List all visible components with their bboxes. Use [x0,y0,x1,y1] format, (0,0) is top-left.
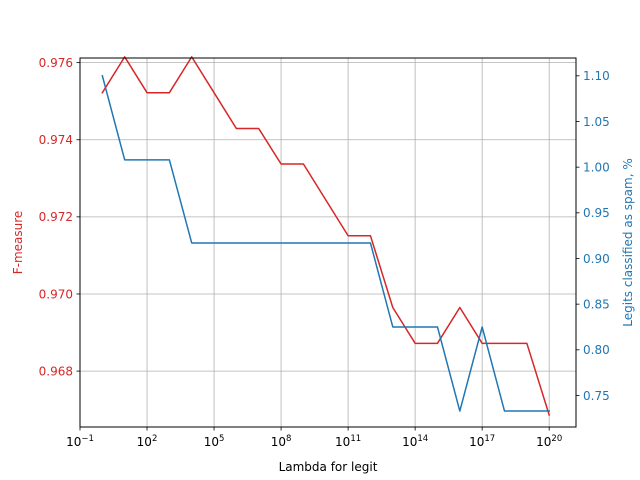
plot-frame [79,57,577,428]
x-tick-label: 108 [271,434,292,449]
x-tick-label: 1020 [536,434,562,449]
x-tick-base: 10 [335,435,350,449]
x-tick-exponent: 17 [484,434,495,444]
right-y-tick-label: 0.95 [583,206,610,220]
x-tick-label: 1014 [402,434,428,449]
x-tick-label: 1011 [335,434,361,449]
x-tick-label: 1017 [469,434,495,449]
left-y-tick-label: 0.976 [39,56,73,70]
x-tick-label: 102 [137,434,158,449]
x-tick-base: 10 [536,435,551,449]
f-measure-line [101,56,551,416]
left-y-tick-label: 0.972 [39,210,73,224]
right-y-tick-label: 0.80 [583,343,610,357]
left-y-tick-label: 0.974 [39,133,73,147]
x-tick-label: 10−1 [66,434,94,449]
x-axis-label: Lambda for legit [279,460,378,474]
x-tick-exponent: 20 [551,434,562,444]
right-y-axis-label: Legits classified as spam, % [621,158,635,326]
grid [79,58,576,427]
x-tick-label: 105 [204,434,225,449]
x-tick-exponent: 11 [350,434,361,444]
left-y-tick-label: 0.970 [39,287,73,301]
right-y-tick-label: 0.90 [583,252,610,266]
ticks: 10−1 102 105 108 1011 1014 1017 10200.9680.9700… [39,56,610,449]
x-tick-base: 10 [469,435,484,449]
series-lines [101,56,551,416]
x-tick-base: 10 [66,435,81,449]
x-tick-base: 10 [137,435,152,449]
right-y-tick-label: 1.00 [583,160,610,174]
right-y-tick-label: 1.05 [583,115,610,129]
left-y-axis-label: F-measure [11,211,25,275]
x-tick-exponent: 14 [417,434,428,444]
right-y-tick-label: 1.10 [583,69,610,83]
x-tick-exponent: 5 [219,434,224,444]
x-tick-exponent: −1 [81,434,94,444]
x-tick-exponent: 2 [152,434,157,444]
x-tick-base: 10 [402,435,417,449]
x-tick-exponent: 8 [286,434,291,444]
right-y-tick-label: 0.85 [583,297,610,311]
legits-as-spam-line [101,74,550,412]
left-y-tick-label: 0.968 [39,364,73,378]
right-y-tick-label: 0.75 [583,389,610,403]
x-tick-base: 10 [204,435,219,449]
x-tick-base: 10 [271,435,286,449]
